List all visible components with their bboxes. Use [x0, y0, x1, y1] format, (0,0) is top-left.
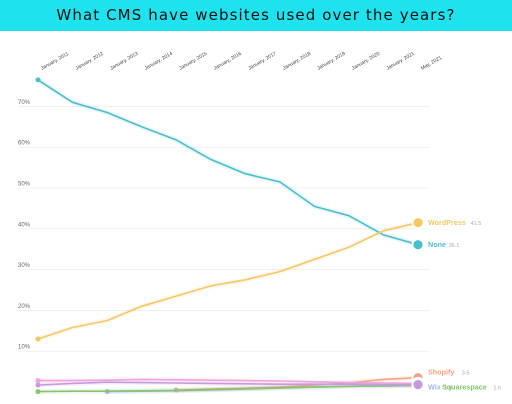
x-tick-label: January, 2015 — [178, 51, 208, 72]
y-tick-label: 10% — [18, 345, 31, 351]
y-tick-label: 40% — [18, 222, 31, 228]
title-banner: What CMS have websites used over the yea… — [0, 0, 512, 31]
x-tick-label: January, 2011 — [40, 51, 70, 72]
x-tick-label: January, 2014 — [144, 51, 174, 72]
series-end-value: 1.6 — [444, 385, 452, 391]
y-tick-label: 60% — [18, 141, 31, 147]
x-tick-label: January, 2020 — [351, 51, 381, 72]
series-glow — [36, 77, 419, 248]
series-end-value: 3.5 — [462, 371, 470, 377]
series-start-point — [35, 378, 41, 384]
series-end-point — [413, 218, 423, 228]
x-tick-label: January, 2018 — [282, 51, 312, 72]
series-line — [37, 378, 419, 385]
series-start-point — [35, 389, 41, 395]
series-end-label: Squarespace — [442, 382, 487, 391]
y-tick-label: 20% — [18, 304, 31, 310]
series-line — [37, 221, 419, 340]
series-end-label: Wix — [428, 382, 441, 391]
x-tick-label: January, 2019 — [316, 51, 346, 72]
series-line — [37, 384, 419, 393]
series-end-point — [413, 240, 423, 250]
series-end-value: 41.5 — [471, 221, 482, 227]
series-start-point — [35, 336, 41, 342]
series-start-point — [35, 77, 41, 83]
series-end-value: 1.6 — [493, 385, 501, 391]
series-glow — [37, 220, 419, 342]
series-end-point — [413, 380, 423, 390]
series-line — [37, 79, 419, 246]
y-tick-label: 50% — [18, 182, 31, 188]
chart-title: What CMS have websites used over the yea… — [56, 6, 456, 24]
series-end-value: 36.1 — [449, 243, 460, 249]
series-start-point — [35, 382, 41, 388]
x-tick-label: January, 2017 — [247, 51, 277, 72]
x-tick-label: January, 2012 — [75, 51, 105, 72]
series-line — [37, 381, 419, 386]
x-tick-label: January, 2021 — [385, 51, 415, 72]
series-end-label: Shopify — [428, 368, 454, 377]
y-tick-label: 70% — [18, 100, 31, 106]
cms-line-chart: 10%20%30%40%50%60%70%January, 2011 Januar… — [18, 51, 501, 395]
x-tick-label: May, 2021 — [420, 55, 443, 72]
x-tick-label: January, 2013 — [109, 51, 139, 72]
x-tick-label: January, 2016 — [213, 51, 243, 72]
y-tick-label: 30% — [18, 263, 31, 269]
series-end-label: None — [428, 240, 446, 249]
series-end-label: WordPress — [428, 218, 466, 227]
